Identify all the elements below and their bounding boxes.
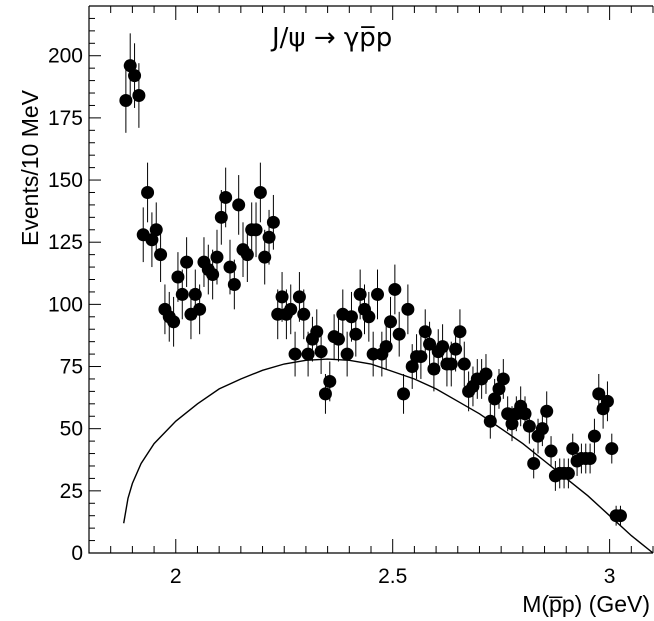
data-point — [175, 287, 189, 301]
data-point — [457, 357, 471, 371]
data-point — [154, 248, 168, 262]
data-point — [592, 387, 606, 401]
data-point — [453, 325, 467, 339]
x-axis-label: M(p̅p) (GeV) — [522, 591, 650, 617]
data-point — [397, 387, 411, 401]
data-point — [301, 347, 315, 361]
data-point — [566, 442, 580, 456]
y-tick-label: 75 — [60, 356, 83, 379]
y-tick-label: 100 — [48, 293, 83, 316]
data-point — [258, 250, 272, 264]
data-point — [600, 394, 614, 408]
data-point — [353, 287, 367, 301]
y-tick-label: 0 — [71, 542, 83, 565]
data-point — [227, 277, 241, 291]
x-tick-label: 3 — [604, 565, 616, 588]
data-point — [414, 350, 428, 364]
data-point — [527, 456, 541, 470]
data-point — [323, 374, 337, 388]
data-point — [262, 230, 276, 244]
data-point — [427, 362, 441, 376]
data-point — [379, 340, 393, 354]
axis-ticks-layer: 0 25 50 75 100 125 150 175 200 2 2.5 3 — [48, 5, 654, 588]
data-point — [240, 248, 254, 262]
data-point — [128, 69, 142, 83]
data-point — [310, 325, 324, 339]
y-axis-label: Events/10 MeV — [17, 89, 43, 246]
data-point — [587, 429, 601, 443]
data-point — [284, 302, 298, 316]
data-point — [123, 59, 137, 73]
data-point — [232, 198, 246, 212]
data-point — [253, 185, 267, 199]
data-points-layer — [119, 33, 627, 526]
data-point — [544, 444, 558, 458]
data-point — [171, 270, 185, 284]
data-point — [149, 223, 163, 237]
data-point — [418, 325, 432, 339]
data-point — [288, 347, 302, 361]
data-point — [401, 302, 415, 316]
data-point — [483, 414, 497, 428]
data-point — [210, 250, 224, 264]
data-point — [167, 315, 181, 329]
data-point — [436, 340, 450, 354]
data-point — [318, 387, 332, 401]
data-point — [423, 337, 437, 351]
data-point — [266, 215, 280, 229]
data-point — [219, 190, 233, 204]
data-point — [613, 509, 627, 523]
data-point — [314, 345, 328, 359]
data-point — [292, 290, 306, 304]
data-point — [388, 282, 402, 296]
data-point — [561, 466, 575, 480]
data-point — [505, 417, 519, 431]
data-point — [188, 287, 202, 301]
data-point — [331, 332, 345, 346]
data-point — [479, 367, 493, 381]
data-point — [540, 404, 554, 418]
data-point — [206, 268, 220, 282]
y-tick-label: 175 — [48, 107, 83, 130]
y-tick-label: 150 — [48, 169, 83, 192]
y-tick-label: 200 — [48, 45, 83, 68]
data-point — [275, 290, 289, 304]
data-point — [518, 407, 532, 421]
chart-title: J/ψ → γp̅p — [270, 23, 392, 53]
y-tick-label: 25 — [60, 480, 83, 503]
data-point — [362, 310, 376, 324]
data-point — [132, 89, 146, 103]
data-point — [535, 422, 549, 436]
data-point — [344, 310, 358, 324]
y-tick-label: 125 — [48, 231, 83, 254]
data-point — [583, 452, 597, 466]
data-point — [340, 347, 354, 361]
data-point — [180, 255, 194, 269]
data-point — [119, 93, 133, 107]
data-point — [371, 287, 385, 301]
data-point — [141, 185, 155, 199]
data-point — [145, 233, 159, 247]
x-tick-label: 2 — [170, 565, 182, 588]
data-point — [223, 260, 237, 274]
data-point — [249, 223, 263, 237]
data-point — [492, 382, 506, 396]
data-point — [384, 315, 398, 329]
y-tick-label: 50 — [60, 418, 83, 441]
x-tick-label: 2.5 — [378, 565, 407, 588]
data-point — [449, 342, 463, 356]
data-point — [297, 307, 311, 321]
data-point — [214, 210, 228, 224]
data-point — [349, 327, 363, 341]
data-point — [605, 442, 619, 456]
data-point — [392, 327, 406, 341]
data-point — [444, 357, 458, 371]
data-point — [488, 392, 502, 406]
data-point — [522, 419, 536, 433]
data-point — [496, 372, 510, 386]
data-point — [193, 302, 207, 316]
data-point — [405, 360, 419, 374]
